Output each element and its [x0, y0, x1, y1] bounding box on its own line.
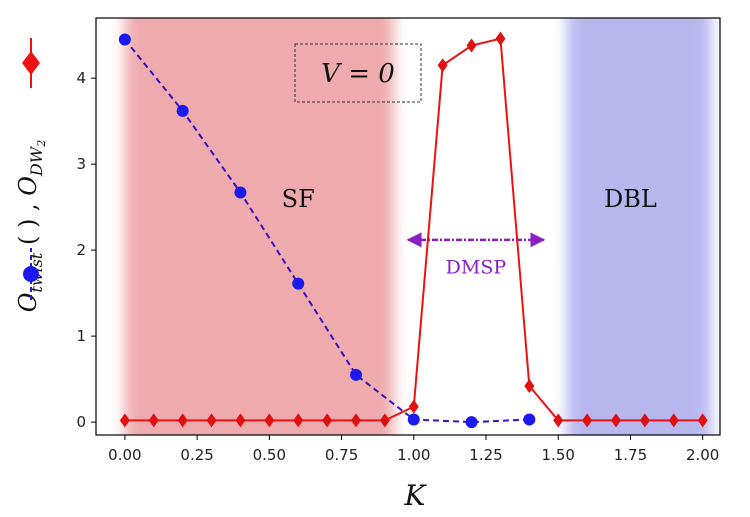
x-tick-label: 1.50 [542, 446, 575, 464]
y-tick-label: 0 [76, 413, 86, 431]
point-dw2 [206, 413, 217, 428]
region-label-sf: SF [282, 185, 315, 213]
annotation-box: V = 0 [294, 43, 422, 103]
point-dw2 [379, 413, 390, 428]
x-axis-label: K [404, 479, 428, 512]
region-labels: SF DBL [282, 185, 657, 213]
point-twist [407, 413, 420, 426]
point-twist [118, 33, 131, 46]
x-tick-label: 0.50 [253, 446, 286, 464]
shaded-regions [124, 18, 712, 435]
y-tick-label: 2 [76, 241, 86, 259]
dmsp-arrow-group: DMSP [406, 232, 546, 278]
point-twist [523, 413, 536, 426]
point-dw2 [408, 399, 419, 414]
point-dw2 [322, 413, 333, 428]
point-dw2 [466, 38, 477, 53]
point-twist [465, 416, 478, 429]
series-line-twist [124, 38, 530, 424]
y-label-sub-2: 2 [35, 140, 48, 148]
series-layer [118, 31, 708, 429]
x-tick-label: 0.25 [180, 446, 213, 464]
y-tick-label: 3 [76, 155, 86, 173]
x-tick-label: 1.25 [469, 446, 502, 464]
svg-text:Otwist ( ) , ODW2: Otwist ( ) , ODW2 [14, 140, 48, 312]
legend-glyph-twist [23, 248, 39, 300]
point-dw2 [351, 413, 361, 428]
point-dw2 [293, 413, 304, 428]
point-dw2 [495, 31, 506, 46]
x-tick-label: 1.75 [614, 446, 647, 464]
point-dw2 [668, 413, 679, 428]
region-sf [124, 18, 394, 435]
point-dw2 [639, 413, 650, 428]
dmsp-label: DMSP [446, 256, 507, 278]
point-dw2 [582, 413, 593, 428]
y-label-O2: O [14, 176, 42, 196]
y-tick-label: 1 [76, 327, 86, 345]
point-twist [176, 104, 189, 117]
legend-glyph-dw2 [22, 38, 40, 88]
point-dw2 [437, 58, 448, 73]
point-dw2 [177, 413, 188, 428]
x-axis-ticks: 0.00 0.25 0.50 0.75 1.00 1.25 1.50 1.75 2.00 [108, 435, 719, 464]
point-twist [292, 277, 305, 290]
point-dw2 [119, 413, 130, 428]
point-dw2 [553, 413, 564, 428]
point-dw2 [264, 413, 275, 428]
y-label-paren-close: ) , [14, 196, 42, 228]
point-twist [234, 186, 247, 199]
x-tick-label: 0.75 [325, 446, 358, 464]
x-tick-label: 1.00 [397, 446, 430, 464]
region-dbl [566, 18, 712, 435]
y-label-sub-dw: DW [27, 145, 46, 177]
plot-frame [95, 17, 721, 436]
x-tick-label: 2.00 [686, 446, 719, 464]
y-label-paren-open: ( [14, 228, 42, 253]
region-label-dbl: DBL [604, 185, 657, 213]
y-axis-label: Otwist ( ) , ODW2 [14, 140, 48, 312]
y-axis-ticks: 0 1 2 3 4 [76, 69, 96, 431]
point-dw2 [235, 413, 246, 428]
annotation-text: V = 0 [321, 59, 395, 89]
point-dw2 [524, 378, 535, 393]
x-tick-label: 0.00 [108, 446, 141, 464]
point-dw2 [148, 413, 159, 428]
point-twist [350, 368, 362, 381]
point-dw2 [697, 413, 708, 428]
y-label-O1: O [14, 292, 42, 312]
point-dw2 [611, 413, 621, 428]
y-tick-label: 4 [76, 69, 86, 87]
